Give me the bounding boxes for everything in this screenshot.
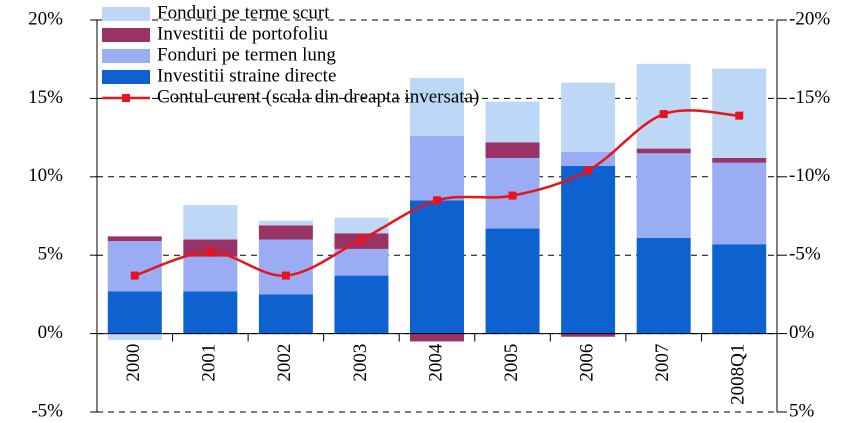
bar <box>485 228 540 334</box>
bar <box>334 217 389 234</box>
bar <box>636 63 691 149</box>
y-tick-label: -5% <box>31 400 63 421</box>
bar <box>334 248 389 276</box>
bar <box>107 236 162 242</box>
bar <box>258 220 313 226</box>
bar <box>561 333 616 337</box>
x-tick-label: 2007 <box>652 344 673 382</box>
x-tick-label: 2005 <box>501 344 522 382</box>
bar <box>183 205 238 240</box>
bar <box>410 78 464 137</box>
y-tick-label: 0% <box>38 322 64 343</box>
y2-tick-label: -15% <box>789 87 830 108</box>
y-tick-label: 20% <box>28 8 63 29</box>
bar <box>183 256 238 292</box>
bar <box>107 241 162 292</box>
y2-tick-label: 0% <box>789 322 815 343</box>
line-marker <box>433 196 441 205</box>
bar <box>410 200 464 334</box>
bar <box>485 101 540 143</box>
bar <box>712 157 767 163</box>
bar <box>258 294 313 334</box>
bar <box>334 275 389 334</box>
bar <box>258 225 313 240</box>
line-marker <box>357 235 366 244</box>
line-marker <box>130 271 139 280</box>
y2-tick-label: -5% <box>789 244 821 265</box>
legend-label: Fonduri pe terme scurt <box>157 2 330 23</box>
y2-tick-label: -20% <box>789 8 830 29</box>
legend-swatch <box>102 28 150 42</box>
bar <box>561 151 616 166</box>
bar <box>712 244 767 334</box>
legend-label: Investitii straine directe <box>157 65 336 86</box>
y-tick-label: 10% <box>28 165 63 186</box>
bar <box>107 291 162 334</box>
x-tick-label: 2004 <box>425 343 446 382</box>
bar <box>561 82 616 152</box>
bar <box>410 136 464 201</box>
bar <box>636 148 691 154</box>
legend-marker <box>122 94 130 102</box>
legend-swatch <box>102 49 150 63</box>
x-tick-label: 2001 <box>199 344 220 382</box>
x-tick-label: 2006 <box>576 344 597 382</box>
line-marker <box>659 110 668 119</box>
legend-label: Fonduri pe termen lung <box>157 44 336 65</box>
bar <box>636 153 691 238</box>
bar <box>561 165 616 334</box>
bar <box>258 239 313 295</box>
x-tick-label: 2000 <box>123 344 144 382</box>
line-marker <box>508 191 517 200</box>
bar <box>485 142 540 158</box>
line-marker <box>735 111 744 120</box>
x-tick-label: 2008Q1 <box>728 344 749 405</box>
x-tick-label: 2002 <box>274 344 295 382</box>
line-marker <box>281 271 290 280</box>
line-marker <box>206 248 215 257</box>
x-tick-label: 2003 <box>350 344 371 382</box>
legend-label: Investitii de portofoliu <box>157 23 328 44</box>
bar <box>410 333 464 342</box>
y2-tick-label: 5% <box>789 400 815 421</box>
y-tick-label: 5% <box>38 244 64 265</box>
bar <box>636 237 691 334</box>
y-tick-label: 15% <box>28 87 63 108</box>
bar <box>183 291 238 334</box>
legend-swatch <box>102 7 150 21</box>
bar <box>712 162 767 245</box>
legend-label: Contul curent (scala din dreapta inversa… <box>157 86 479 107</box>
bar <box>107 333 162 340</box>
legend-swatch <box>102 70 150 84</box>
y2-tick-label: -10% <box>789 165 830 186</box>
line-marker <box>584 166 593 175</box>
